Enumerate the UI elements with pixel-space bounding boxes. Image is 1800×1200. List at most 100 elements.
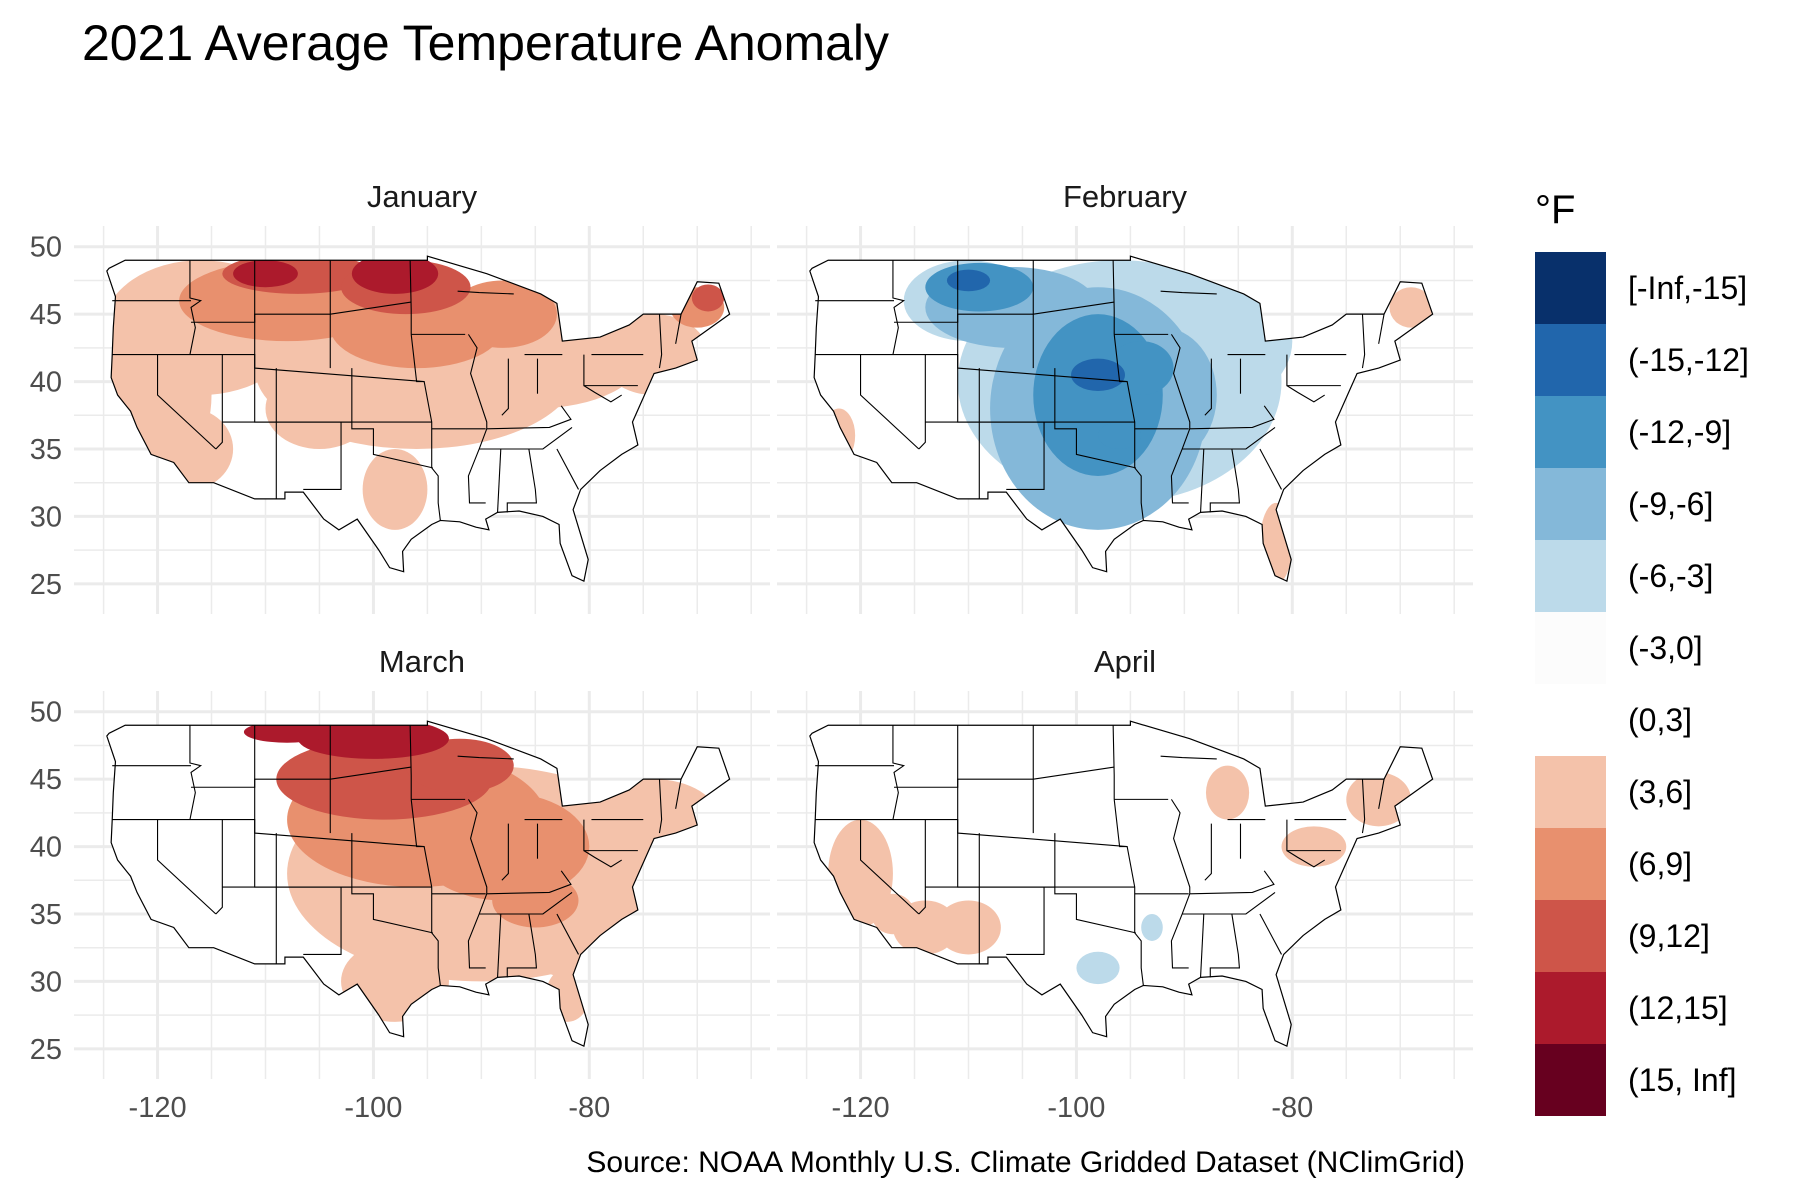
legend-label: (0,3] (1628, 702, 1692, 738)
state-border (659, 314, 661, 368)
state-border (893, 725, 904, 819)
state-border (557, 449, 579, 489)
us-outline (810, 721, 1433, 1046)
legend-label: (-9,-6] (1628, 486, 1713, 522)
state-border (1201, 449, 1204, 512)
anomaly-region (1389, 287, 1433, 328)
state-border (584, 851, 622, 867)
anomaly-region (822, 408, 856, 463)
state-border (1287, 386, 1325, 402)
state-border (861, 355, 919, 449)
state-border (502, 824, 508, 881)
state-border (676, 779, 681, 809)
facet-label: April (1094, 644, 1156, 679)
state-border (498, 914, 501, 977)
state-border (216, 820, 222, 914)
state-border (1205, 359, 1211, 416)
x-tick-label: -80 (568, 1092, 610, 1124)
anomaly-region (691, 284, 725, 312)
anomaly-region (1033, 314, 1163, 476)
state-border (1205, 824, 1211, 881)
legend-label: (-3,0] (1628, 630, 1703, 666)
state-border (584, 386, 622, 402)
anomaly-region (243, 721, 331, 743)
anomaly-region (146, 408, 234, 490)
state-border (1201, 914, 1204, 977)
state-border (1362, 779, 1364, 833)
legend-title: °F (1535, 188, 1575, 232)
state-border (919, 820, 925, 914)
state-border (815, 355, 1127, 382)
state-border (919, 355, 925, 449)
anomaly-region (233, 260, 298, 288)
state-border (1114, 799, 1143, 985)
facet-march: March 50 45 40 35 30 25 -120 -100 -80 (30, 644, 770, 1124)
us-outline (107, 721, 730, 1046)
state-border (112, 355, 424, 382)
state-border (659, 779, 661, 833)
anomaly-region (946, 269, 991, 292)
anomaly-region (341, 940, 449, 1022)
anomaly-region (1098, 422, 1142, 449)
legend-key (1535, 900, 1606, 972)
y-tick-label: 30 (30, 501, 62, 533)
legend-label: (-6,-3] (1628, 558, 1713, 594)
y-tick-label: 30 (30, 966, 62, 998)
y-tick-label: 45 (30, 299, 62, 331)
state-border (487, 871, 571, 894)
legend-key (1535, 1044, 1606, 1116)
legend-key (1535, 972, 1606, 1044)
anomaly-region (1281, 826, 1347, 867)
state-border (1055, 833, 1136, 933)
y-tick-label: 50 (30, 697, 62, 729)
x-tick-label: -100 (1047, 1092, 1105, 1124)
state-border (1379, 779, 1384, 809)
state-border (410, 725, 411, 799)
state-border (1006, 422, 1044, 489)
anomaly-region (1205, 765, 1250, 820)
facet-april: April -120 -100 -80 (777, 644, 1473, 1124)
state-border (1161, 291, 1217, 294)
map-january (50, 179, 806, 651)
state-border (1210, 914, 1239, 977)
y-tick-label: 35 (30, 434, 62, 466)
state-border (487, 406, 571, 429)
legend-label: (3,6] (1628, 774, 1692, 810)
facet-february: February (777, 179, 1473, 614)
facet-label: January (367, 179, 478, 214)
legend-label: (6,9] (1628, 846, 1692, 882)
anomaly-region (492, 873, 579, 928)
y-tick-label: 25 (30, 569, 62, 601)
anomaly-region (1071, 358, 1126, 392)
state-border (815, 820, 1127, 847)
state-border (411, 334, 440, 520)
state-border (458, 291, 514, 294)
state-border (1114, 334, 1143, 520)
anomaly-region (936, 900, 1001, 955)
legend-label: (-12,-9] (1628, 414, 1731, 450)
state-border (1362, 314, 1364, 368)
state-border (1260, 449, 1282, 489)
y-tick-label: 50 (30, 232, 62, 264)
state-border (498, 449, 501, 512)
state-border (303, 887, 341, 954)
legend-key (1535, 252, 1606, 324)
state-border (410, 260, 411, 334)
anomaly-region (1346, 772, 1412, 827)
legend: [-Inf,-15] (-15,-12] (-12,-9] (-9,-6] (-6,-3… (1535, 252, 1749, 1116)
state-border (1161, 756, 1217, 759)
y-tick-label: 35 (30, 899, 62, 931)
state-border (1210, 449, 1239, 512)
state-border (557, 914, 579, 954)
legend-label: (15, Inf] (1628, 1062, 1737, 1098)
state-border (216, 355, 222, 449)
legend-label: (12,15] (1628, 990, 1728, 1026)
legend-label: (-15,-12] (1628, 342, 1749, 378)
state-border (1190, 871, 1274, 894)
facet-label: February (1063, 179, 1188, 214)
chart-title: 2021 Average Temperature Anomaly (82, 15, 890, 71)
anomaly-region (265, 368, 374, 449)
state-border (502, 359, 508, 416)
x-tick-label: -80 (1271, 1092, 1313, 1124)
